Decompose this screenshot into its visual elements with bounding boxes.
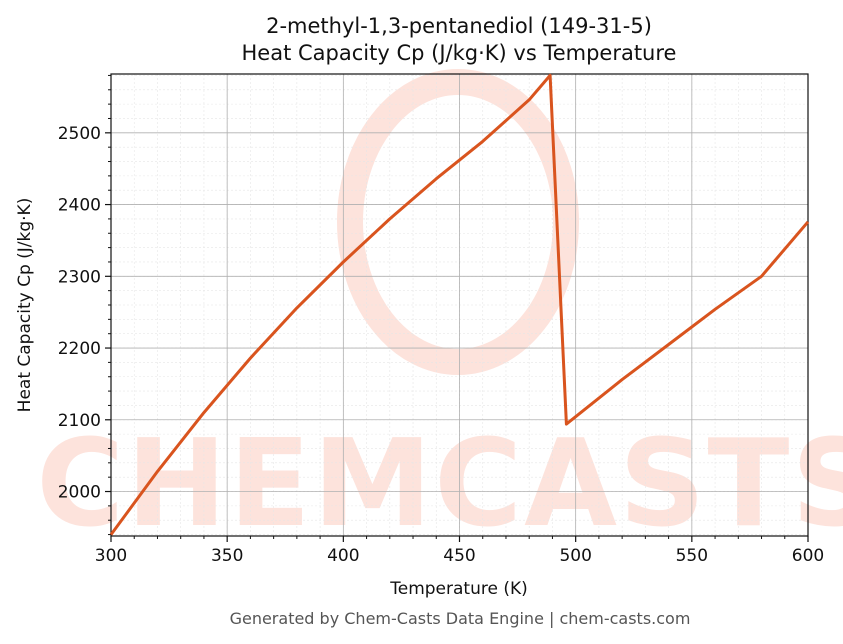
y-tick-label: 2000 (58, 483, 101, 503)
y-tick-label: 2500 (58, 124, 101, 144)
watermark-text: CHEMCASTS (36, 415, 843, 554)
y-tick-label: 2100 (58, 411, 101, 431)
ticks: 300 350 400 450 500 550 600 2000 2100 2200 2300 240… (58, 74, 824, 566)
x-tick-label: 550 (676, 546, 708, 566)
footer-credit: Generated by Chem-Casts Data Engine | ch… (230, 609, 691, 628)
x-tick-label: 400 (327, 546, 359, 566)
x-tick-label: 500 (559, 546, 591, 566)
series-line (109, 73, 810, 536)
x-tick-label: 600 (792, 546, 824, 566)
y-tick-label: 2400 (58, 196, 101, 216)
chart-subtitle: Heat Capacity Cp (J/kg·K) vs Temperature (242, 41, 677, 65)
y-axis-label: Heat Capacity Cp (J/kg·K) (15, 198, 35, 413)
series (109, 73, 810, 536)
chart-title: 2-methyl-1,3-pentanediol (149-31-5) (266, 14, 652, 38)
y-tick-label: 2300 (58, 267, 101, 287)
grid (110, 74, 809, 536)
x-tick-label: 450 (443, 546, 475, 566)
x-axis-label: Temperature (K) (389, 579, 528, 599)
y-tick-label: 2200 (58, 339, 101, 359)
x-tick-label: 350 (211, 546, 243, 566)
x-tick-label: 300 (95, 546, 127, 566)
watermark: CHEMCASTS (36, 69, 843, 554)
